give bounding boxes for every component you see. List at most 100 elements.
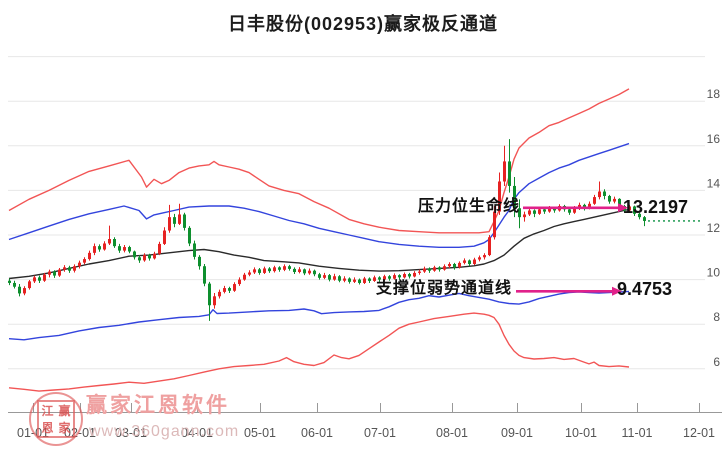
candle-body [83,259,86,263]
y-axis-label: 14 [707,176,721,190]
candle-body [568,209,571,213]
y-axis-label: 16 [707,132,721,146]
candle-body [548,207,551,212]
seal-char: 江 [41,403,54,418]
candle-body [218,291,221,297]
channel-line-强势通道线(蓝) [8,142,630,249]
candle-body [368,278,371,281]
candle-body [298,269,301,273]
candle-body [478,257,481,260]
candle-body [183,214,186,228]
candle-body [463,260,466,263]
candle-body [393,275,396,279]
y-axis-label: 12 [707,221,721,235]
candle-body [248,272,251,275]
y-axis-label: 6 [713,355,720,369]
candle-body [63,267,66,270]
candle-body [233,284,236,291]
candle-body [188,227,191,244]
candle-body [43,274,46,281]
candle-body [293,268,296,273]
candle-body [58,269,61,276]
x-axis-label: 08-01 [436,426,468,440]
candle-body [423,268,426,272]
candle-body [98,246,101,250]
candle-body [638,213,641,218]
candle-body [53,271,56,276]
candle-body [598,191,601,198]
pressure-lifeline-value: 13.2197 [623,197,689,217]
brand-seal-stamp-icon: 江 赢 恩 家 [29,392,83,446]
candle-body [518,208,521,218]
x-axis-label: 05-01 [244,426,276,440]
candle-body [333,276,336,280]
candle-body [573,208,576,213]
candle-body [18,286,21,294]
candle-body [263,268,266,273]
candle-body [453,263,456,268]
candle-body [608,195,611,202]
candle-body [448,263,451,267]
candle-body [78,262,81,267]
candle-body [88,252,91,260]
candle-body [208,283,211,306]
channel-line-弱势通道线(蓝) [8,290,630,341]
candle-body [553,207,556,211]
candle-body [178,214,181,224]
candle-body [438,267,441,270]
seal-char: 家 [58,420,71,435]
candle-body [268,268,271,272]
candle-body [618,198,621,207]
candle-body [458,262,461,268]
candle-body [433,267,436,271]
candle-body [643,217,646,221]
candle-body [323,275,326,278]
candle-body [73,266,76,271]
candle-body [373,277,376,281]
pressure-lifeline-label: 压力位生命线 [417,198,520,215]
candle-body [428,268,431,271]
candle-body [633,206,636,214]
candle-body [278,267,281,270]
watermark-url-text: www.360gann.com [89,423,240,440]
candle-body [243,274,246,280]
y-axis-label: 10 [707,266,721,280]
candle-body [628,206,631,211]
candle-body [348,278,351,282]
candle-body [488,237,491,256]
channel-lines-layer [8,88,630,392]
candle-body [403,274,406,278]
candle-body [328,275,331,280]
overlay-layer [516,203,703,296]
candle-body [408,274,411,277]
candle-body [398,275,401,278]
candle-body [38,277,41,281]
candle-body [253,269,256,273]
x-axis-label: 03-01 [115,426,147,440]
seal-char: 赢 [58,403,71,418]
y-axis-label: 18 [707,87,721,101]
y-axis-label: 8 [713,310,720,324]
candle-body [143,255,146,261]
candle-body [513,185,516,209]
candle-body [173,217,176,224]
candle-body [313,270,316,275]
seal-char: 恩 [41,420,54,435]
candle-body [358,279,361,283]
candle-body [593,197,596,204]
x-axis-label: 04-01 [181,426,213,440]
candle-body [258,269,261,273]
candle-body [213,296,216,306]
candle-body [68,267,71,271]
candle-body [23,288,26,294]
candle-body [418,271,421,273]
x-axis-label: 10-01 [565,426,597,440]
support-weak-channel-label: 支撑位弱势通道线 [375,280,512,297]
candle-body [523,214,526,218]
candle-body [388,276,391,279]
candle-body [138,257,141,261]
candle-body [28,281,31,289]
